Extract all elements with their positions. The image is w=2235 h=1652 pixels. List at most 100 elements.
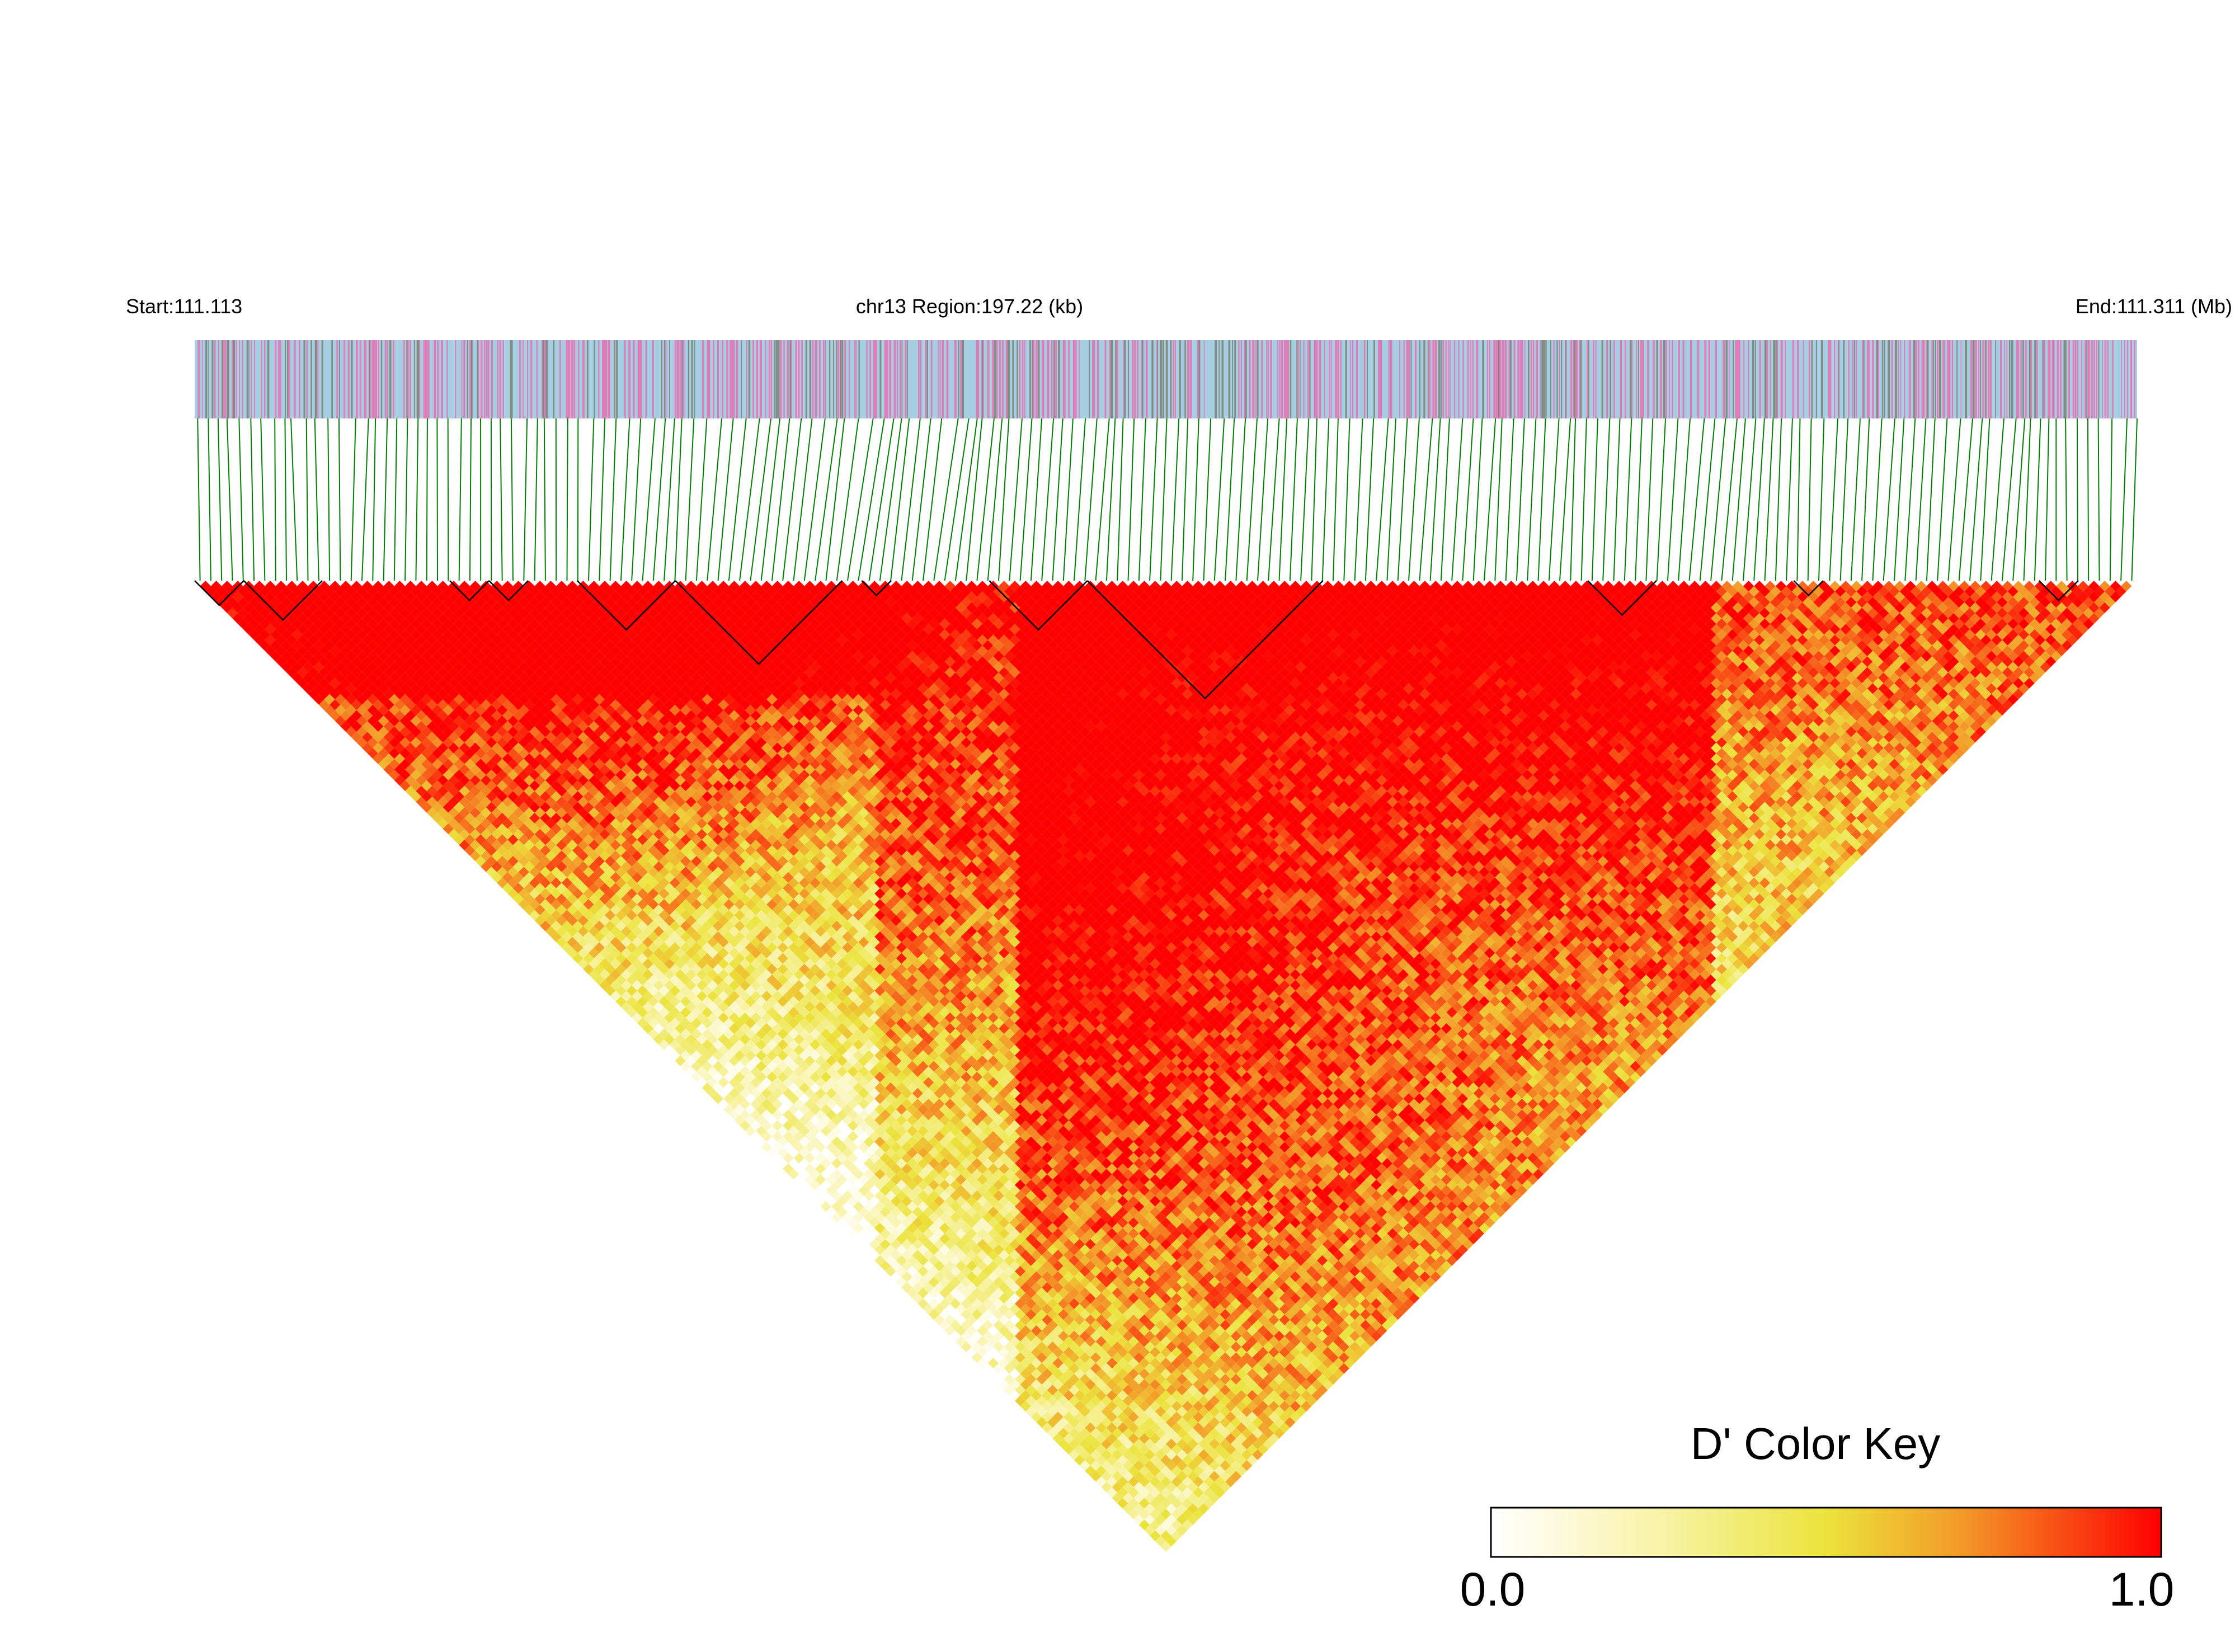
ld-cell <box>421 791 432 802</box>
snp-marker-stripe <box>317 340 319 418</box>
ld-cell <box>961 1309 972 1320</box>
snp-marker-stripe <box>1075 340 1077 418</box>
ld-cell <box>443 791 454 802</box>
ld-cell <box>626 985 637 996</box>
ld-cell <box>1036 1385 1047 1396</box>
ld-cell <box>728 1055 740 1066</box>
snp-marker-stripe <box>1495 340 1498 418</box>
ld-cell <box>820 1169 831 1180</box>
ld-cell <box>259 608 270 619</box>
ld-cell <box>1095 1433 1107 1444</box>
ld-cell <box>950 1309 961 1320</box>
snp-connector-line <box>1062 418 1074 581</box>
ld-cell <box>302 618 314 629</box>
ld-cell <box>632 958 643 969</box>
ld-cell <box>524 883 535 894</box>
ld-cell <box>426 753 437 764</box>
ld-cell <box>756 1082 767 1094</box>
ld-cell <box>308 645 319 656</box>
ld-cell <box>820 1136 831 1147</box>
ld-cell <box>848 1206 859 1217</box>
ld-cell <box>556 926 567 937</box>
snp-marker-stripe <box>1142 340 1144 418</box>
snp-connector-line <box>695 418 708 581</box>
snp-marker-stripe <box>1829 340 1832 418</box>
ld-cell <box>540 910 551 921</box>
snp-connector-line <box>1861 418 1870 581</box>
snp-marker-stripe <box>378 340 380 418</box>
ld-cell <box>712 1039 724 1051</box>
ld-cell <box>1031 1401 1042 1412</box>
ld-cell <box>982 1309 994 1320</box>
snp-marker-stripe <box>2104 340 2107 418</box>
ld-cell <box>982 1363 994 1374</box>
snp-marker-stripe <box>1245 340 1247 418</box>
ld-cell <box>766 1082 778 1094</box>
snp-marker-stripe <box>2052 340 2053 418</box>
snp-marker-stripe <box>741 340 742 418</box>
ld-cell <box>1042 1390 1053 1401</box>
ld-cell <box>934 1303 945 1315</box>
ld-cell <box>896 1244 907 1255</box>
ld-cell <box>1074 1401 1085 1412</box>
snp-marker-stripe <box>371 340 374 418</box>
snp-marker-stripe <box>1854 340 1856 418</box>
ld-cell <box>330 699 341 710</box>
snp-marker-stripe <box>1497 340 1499 418</box>
snp-marker-stripe <box>1640 340 1642 418</box>
ld-cell <box>1074 1411 1085 1423</box>
ld-cell <box>858 1228 869 1239</box>
snp-connector-line <box>393 418 398 581</box>
ld-cell <box>1122 1481 1134 1493</box>
snp-marker-stripe <box>1296 340 1298 418</box>
ld-cell <box>836 1185 848 1196</box>
ld-cell <box>518 845 529 856</box>
ld-cell <box>750 1131 761 1142</box>
ld-cell <box>254 581 265 592</box>
ld-cell <box>1069 1416 1080 1428</box>
ld-cell <box>330 656 341 667</box>
snp-marker-stripe <box>756 340 759 418</box>
snp-connector-line <box>1591 418 1598 581</box>
ld-cell <box>373 688 384 700</box>
ld-cell <box>416 753 427 764</box>
snp-marker-stripe <box>787 340 789 418</box>
ld-cell <box>1063 1433 1074 1444</box>
ld-cell <box>632 991 643 1002</box>
ld-cell <box>275 624 286 635</box>
ld-cell <box>810 1136 821 1147</box>
ld-cell <box>620 947 632 959</box>
snp-connector-line <box>290 418 298 581</box>
snp-connector-line <box>260 418 266 581</box>
ld-cell <box>788 1147 799 1158</box>
ld-cell <box>874 1201 886 1212</box>
ld-cell <box>777 1136 788 1147</box>
ld-cell <box>718 1055 729 1066</box>
ld-cell <box>399 759 411 770</box>
snp-marker-stripe <box>2022 340 2024 418</box>
snp-marker-stripe <box>1345 340 1347 418</box>
ld-cell <box>740 1109 751 1121</box>
ld-cell <box>1042 1379 1053 1390</box>
snp-marker-stripe <box>669 340 670 418</box>
ld-cell <box>453 834 465 845</box>
ld-cell <box>1015 1363 1026 1374</box>
ld-cell <box>367 704 378 716</box>
ld-cell <box>637 953 648 964</box>
ld-cell <box>793 1142 804 1153</box>
ld-cell <box>680 1018 691 1029</box>
snp-marker-stripe <box>609 340 610 418</box>
ld-cell <box>1025 1373 1037 1385</box>
ld-cell <box>513 893 524 905</box>
snp-connector-line <box>2034 418 2041 581</box>
snp-marker-stripe <box>2053 340 2055 418</box>
ld-cell <box>248 596 260 608</box>
ld-cell <box>966 1336 977 1347</box>
ld-cell <box>804 1120 816 1131</box>
snp-marker-stripe <box>527 340 529 418</box>
ld-cell <box>750 1088 761 1099</box>
ld-cell <box>1128 1465 1139 1476</box>
ld-cell <box>745 1126 756 1137</box>
ld-cell <box>389 759 400 770</box>
snp-connector-line <box>490 418 492 581</box>
